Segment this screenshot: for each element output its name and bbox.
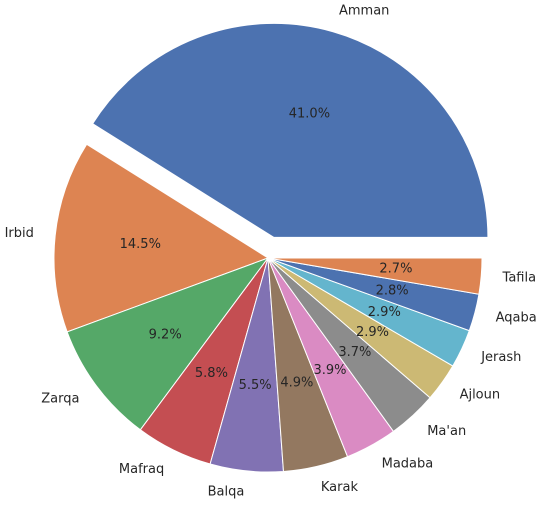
pie-slice: [66, 256, 270, 431]
slice-label: Aqaba: [496, 311, 537, 326]
percent-label: 4.9%: [280, 376, 313, 391]
percent-label: 9.2%: [149, 327, 182, 342]
percent-label: 3.9%: [313, 363, 346, 378]
percent-label: 5.5%: [239, 378, 272, 393]
slice-label: Irbid: [5, 226, 34, 241]
slice-label: Mafraq: [119, 462, 164, 477]
slice-label: Balqa: [208, 485, 245, 500]
slice-label: Ajloun: [460, 387, 501, 402]
percent-label: 14.5%: [120, 237, 161, 252]
slice-label: Jerash: [480, 350, 521, 365]
slice-label: Karak: [321, 480, 359, 495]
pie-slice: [53, 143, 270, 333]
slice-label: Zarqa: [41, 391, 79, 406]
percent-label: 5.8%: [195, 366, 228, 381]
slice-label: Madaba: [382, 457, 434, 472]
percent-label: 2.8%: [376, 283, 409, 298]
slice-label: Ma'an: [427, 424, 466, 439]
percent-label: 41.0%: [289, 107, 330, 122]
slice-label: Tafila: [502, 270, 537, 285]
percent-label: 2.9%: [356, 325, 389, 340]
pie-slice: [91, 22, 489, 238]
slice-label: Amman: [339, 4, 389, 19]
pie-slice: [267, 257, 483, 295]
percent-label: 2.7%: [379, 261, 412, 276]
percent-label: 3.7%: [338, 345, 371, 360]
percent-label: 2.9%: [368, 305, 401, 320]
